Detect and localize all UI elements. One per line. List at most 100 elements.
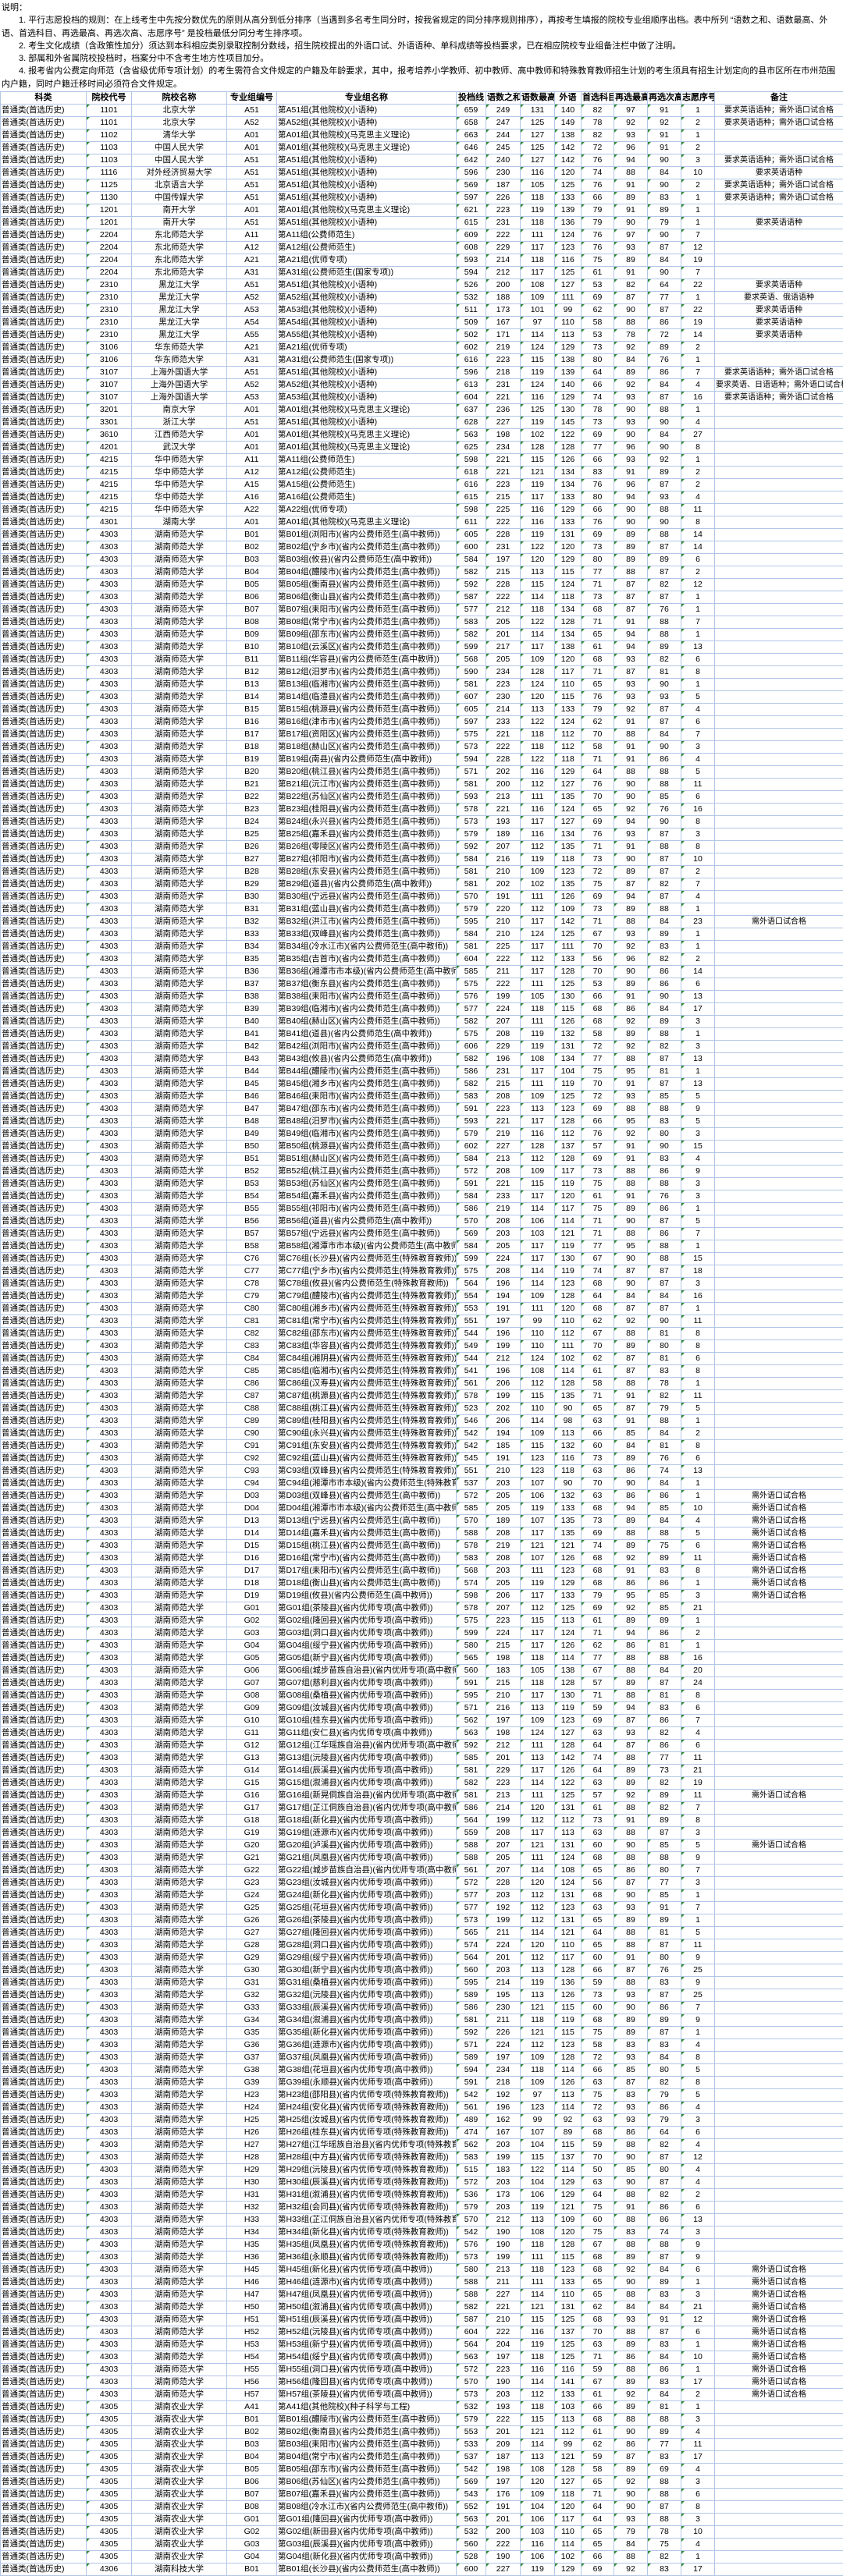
cell-group-code[interactable]: A51 <box>227 154 277 167</box>
cell-group-name[interactable]: 第A53组(其他院校)(小语种) <box>277 392 457 404</box>
cell-group-name[interactable]: 第B06组(苏仙区)(省内公费师范生(高中教师)) <box>277 2476 457 2489</box>
cell-college-name[interactable]: 华东师范大学 <box>132 354 227 367</box>
cell-reselect-max[interactable]: 93 <box>614 242 648 254</box>
cell-reselect-max[interactable]: 88 <box>614 1328 648 1340</box>
cell-remark[interactable] <box>715 853 843 866</box>
cell-reselect-max[interactable]: 94 <box>614 1702 648 1715</box>
cell-college-code[interactable]: 4303 <box>87 1141 132 1153</box>
cell-college-name[interactable]: 湖南师范大学 <box>132 1865 227 1877</box>
cell-first-subject[interactable]: 69 <box>582 1153 614 1166</box>
cell-category[interactable]: 普通类(首选历史) <box>1 1815 87 1827</box>
cell-college-code[interactable]: 4303 <box>87 2202 132 2214</box>
cell-college-code[interactable]: 4303 <box>87 2264 132 2276</box>
cell-group-code[interactable]: B19 <box>227 754 277 766</box>
cell-reselect-second[interactable]: 88 <box>648 1528 681 1540</box>
cell-college-code[interactable]: 2204 <box>87 242 132 254</box>
cell-group-name[interactable]: 第D17组(耒阳市)(省内公费师范生(高中教师)) <box>277 1565 457 1577</box>
cell-chinese-math-max[interactable]: 112 <box>521 1378 555 1390</box>
cell-foreign-language[interactable]: 137 <box>555 2326 582 2339</box>
cell-college-code[interactable]: 4305 <box>87 2451 132 2464</box>
cell-group-name[interactable]: 第B34组(冷水江市)(省内公费师范生(高中教师)) <box>277 941 457 953</box>
cell-volunteer-no[interactable]: 4 <box>681 1515 715 1528</box>
cell-first-subject[interactable]: 70 <box>582 1340 614 1353</box>
cell-group-name[interactable]: 第A21组(优师专项) <box>277 254 457 267</box>
cell-college-name[interactable]: 湖南师范大学 <box>132 666 227 679</box>
cell-chinese-math-sum[interactable]: 206 <box>486 1415 521 1428</box>
cell-remark[interactable] <box>715 1865 843 1877</box>
cell-reselect-max[interactable]: 84 <box>614 1440 648 1453</box>
cell-college-code[interactable]: 1116 <box>87 167 132 179</box>
cell-first-subject[interactable]: 74 <box>582 392 614 404</box>
cell-chinese-math-sum[interactable]: 197 <box>486 2476 521 2489</box>
cell-first-subject[interactable]: 53 <box>582 978 614 991</box>
cell-volunteer-no[interactable]: 7 <box>681 229 715 242</box>
cell-score-line[interactable]: 606 <box>457 1041 486 1053</box>
cell-chinese-math-sum[interactable]: 203 <box>486 2177 521 2189</box>
cell-first-subject[interactable]: 71 <box>582 1627 614 1640</box>
cell-volunteer-no[interactable]: 15 <box>681 1253 715 1265</box>
cell-reselect-second[interactable]: 81 <box>648 1066 681 1078</box>
cell-reselect-max[interactable]: 95 <box>614 1116 648 1128</box>
cell-category[interactable]: 普通类(首选历史) <box>1 2189 87 2202</box>
cell-college-code[interactable]: 4303 <box>87 1403 132 1415</box>
cell-score-line[interactable]: 579 <box>457 2414 486 2426</box>
cell-volunteer-no[interactable]: 2 <box>681 117 715 130</box>
cell-chinese-math-max[interactable]: 113 <box>521 2214 555 2227</box>
cell-chinese-math-max[interactable]: 111 <box>521 791 555 804</box>
cell-foreign-language[interactable]: 113 <box>555 329 582 342</box>
cell-foreign-language[interactable]: 119 <box>555 1178 582 1190</box>
cell-foreign-language[interactable]: 114 <box>555 1365 582 1378</box>
cell-reselect-second[interactable]: 87 <box>648 1303 681 1315</box>
cell-reselect-max[interactable]: 78 <box>614 329 648 342</box>
cell-first-subject[interactable]: 66 <box>582 454 614 467</box>
cell-group-name[interactable]: 第G03组(洞口县)(省内优师专项(高中教师)) <box>277 1627 457 1640</box>
cell-score-line[interactable]: 561 <box>457 2102 486 2114</box>
cell-volunteer-no[interactable]: 3 <box>681 1827 715 1840</box>
cell-volunteer-no[interactable]: 1 <box>681 2401 715 2414</box>
cell-remark[interactable] <box>715 1902 843 1914</box>
cell-college-code[interactable]: 4303 <box>87 1515 132 1528</box>
cell-college-name[interactable]: 湖南师范大学 <box>132 1640 227 1652</box>
cell-volunteer-no[interactable]: 24 <box>681 1677 715 1690</box>
cell-volunteer-no[interactable]: 11 <box>681 1790 715 1802</box>
cell-chinese-math-sum[interactable]: 183 <box>486 1665 521 1677</box>
cell-chinese-math-sum[interactable]: 208 <box>486 1166 521 1178</box>
cell-group-code[interactable]: B58 <box>227 1240 277 1253</box>
cell-category[interactable]: 普通类(首选历史) <box>1 1852 87 1865</box>
cell-remark[interactable] <box>715 2464 843 2476</box>
cell-group-name[interactable]: 第A12组(公费师范生) <box>277 242 457 254</box>
cell-category[interactable]: 普通类(首选历史) <box>1 1215 87 1228</box>
cell-reselect-second[interactable]: 84 <box>648 2389 681 2401</box>
col-header-college-name[interactable]: 院校名称 <box>132 92 227 105</box>
cell-foreign-language[interactable]: 137 <box>555 1141 582 1153</box>
cell-college-name[interactable]: 湖南师范大学 <box>132 2326 227 2339</box>
cell-reselect-max[interactable]: 93 <box>614 1727 648 1740</box>
cell-college-name[interactable]: 湖南师范大学 <box>132 591 227 604</box>
cell-college-code[interactable]: 4303 <box>87 2064 132 2077</box>
cell-chinese-math-sum[interactable]: 203 <box>486 1964 521 1977</box>
cell-college-name[interactable]: 北京大学 <box>132 117 227 130</box>
cell-foreign-language[interactable]: 102 <box>555 2551 582 2564</box>
cell-reselect-second[interactable]: 89 <box>648 204 681 217</box>
cell-college-code[interactable]: 4303 <box>87 841 132 853</box>
cell-category[interactable]: 普通类(首选历史) <box>1 1228 87 1240</box>
cell-reselect-max[interactable]: 89 <box>614 192 648 204</box>
cell-reselect-max[interactable]: 87 <box>614 1403 648 1415</box>
cell-group-name[interactable]: 第C83组(华容县)(省内公费师范生(特殊教育教师)) <box>277 1340 457 1353</box>
cell-college-name[interactable]: 湖南师范大学 <box>132 691 227 704</box>
cell-chinese-math-sum[interactable]: 228 <box>486 754 521 766</box>
cell-score-line[interactable]: 474 <box>457 2127 486 2139</box>
cell-volunteer-no[interactable]: 12 <box>681 2152 715 2164</box>
cell-first-subject[interactable]: 62 <box>582 716 614 729</box>
cell-score-line[interactable]: 590 <box>457 666 486 679</box>
cell-category[interactable]: 普通类(首选历史) <box>1 779 87 791</box>
cell-score-line[interactable]: 570 <box>457 891 486 903</box>
cell-score-line[interactable]: 599 <box>457 1627 486 1640</box>
cell-chinese-math-max[interactable]: 118 <box>521 2351 555 2364</box>
cell-first-subject[interactable]: 68 <box>582 2414 614 2426</box>
cell-college-name[interactable]: 湖南师范大学 <box>132 941 227 953</box>
cell-group-name[interactable]: 第B05组(衡南县)(省内公费师范生(高中教师)) <box>277 579 457 591</box>
cell-group-name[interactable]: 第B20组(桃江县)(省内公费师范生(高中教师)) <box>277 766 457 779</box>
cell-first-subject[interactable]: 66 <box>582 1428 614 1440</box>
cell-chinese-math-max[interactable]: 113 <box>521 1702 555 1715</box>
